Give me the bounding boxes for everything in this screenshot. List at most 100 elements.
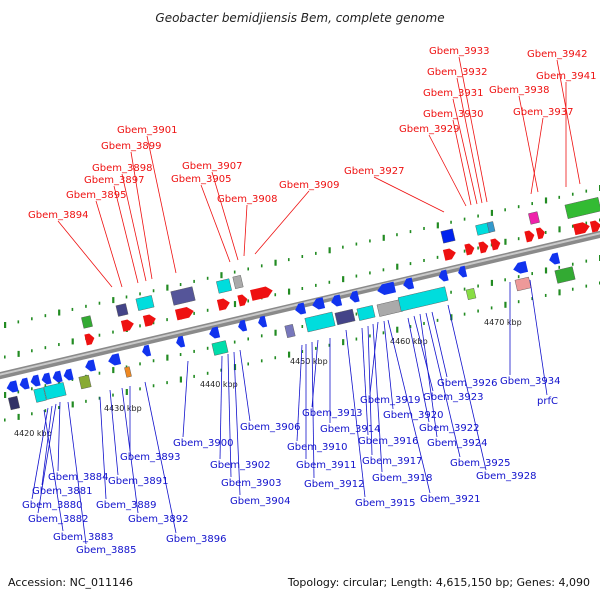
gene-label: Gbem_3880	[22, 500, 82, 511]
gene-arrow-reverse	[312, 297, 326, 310]
bottom-leader-line	[144, 381, 177, 534]
tick-mark	[328, 280, 331, 284]
tick-mark	[355, 337, 358, 341]
tick-mark	[112, 367, 115, 374]
tick-mark	[287, 351, 291, 358]
top-leader-line	[113, 185, 139, 284]
gene-label: Gbem_3913	[302, 408, 362, 419]
tick-mark	[436, 318, 439, 322]
bottom-leader-line	[227, 353, 232, 478]
gene-label: Gbem_3912	[304, 479, 364, 490]
tick-mark	[98, 301, 101, 305]
tick-mark	[206, 346, 209, 350]
tick-mark	[355, 274, 358, 278]
tick-mark	[504, 208, 506, 212]
kbp-tick-label: 4420 kbp	[14, 429, 52, 438]
gene-label: Gbem_3907	[182, 161, 242, 172]
gene-arrow-forward	[216, 298, 230, 311]
gene-box	[465, 287, 477, 301]
tick-mark	[233, 270, 236, 274]
gene-arrow-forward	[524, 230, 535, 243]
bottom-leader-line	[31, 407, 49, 500]
bottom-leader-line	[109, 389, 119, 476]
top-leader-line	[452, 119, 472, 206]
gene-label: Gbem_3916	[358, 436, 418, 447]
gene-label: Gbem_3920	[383, 410, 443, 421]
bottom-leader-line	[41, 405, 53, 486]
bottom-leader-line	[529, 279, 548, 396]
map-title: Geobacter bemidjiensis Bem, complete gen…	[155, 11, 444, 25]
tick-mark	[585, 189, 588, 193]
tick-mark	[233, 301, 237, 308]
tick-mark	[139, 387, 141, 391]
gene-box	[554, 266, 576, 284]
tick-mark	[571, 287, 574, 291]
tick-mark	[44, 346, 47, 350]
tick-mark	[436, 222, 439, 229]
tick-mark	[58, 343, 60, 347]
bottom-leader-line	[407, 317, 430, 423]
gene-arrow-forward	[84, 333, 95, 346]
tick-mark	[517, 205, 520, 209]
bottom-leader-line	[413, 315, 434, 392]
tick-mark	[436, 255, 439, 259]
top-leader-line	[556, 59, 581, 185]
tick-mark	[409, 230, 412, 234]
tick-mark	[260, 334, 263, 338]
gene-label: Gbem_3899	[101, 141, 161, 152]
tick-mark	[152, 384, 155, 388]
tick-mark	[139, 292, 141, 296]
tick-mark	[44, 409, 47, 413]
tick-mark	[544, 197, 548, 204]
tick-mark	[585, 221, 588, 225]
tick-mark	[585, 284, 588, 288]
tick-mark	[71, 338, 74, 345]
gene-arrow-reverse	[349, 290, 360, 303]
tick-mark	[247, 299, 250, 303]
kbp-tick-label: 4460 kbp	[390, 337, 428, 346]
gene-label: Gbem_3929	[399, 124, 459, 135]
tick-mark	[17, 390, 20, 394]
tick-mark	[58, 309, 61, 316]
tick-mark	[571, 224, 574, 228]
tick-mark	[477, 246, 479, 250]
tick-mark	[139, 362, 141, 366]
gene-arrow-forward	[589, 220, 600, 233]
tick-mark	[315, 251, 317, 255]
tick-mark	[342, 339, 345, 346]
tick-mark	[274, 329, 277, 336]
gene-label: Gbem_3924	[427, 438, 487, 449]
tick-mark	[423, 258, 425, 262]
gene-label: Gbem_3896	[166, 534, 226, 545]
tick-mark	[152, 359, 155, 363]
gene-arrow-forward	[535, 227, 545, 240]
tick-mark	[382, 268, 385, 272]
tick-mark	[477, 284, 479, 288]
gene-arrow-reverse	[377, 281, 397, 296]
tick-mark	[477, 309, 479, 313]
tick-mark	[504, 301, 507, 308]
tick-mark	[342, 245, 344, 249]
tick-mark	[355, 242, 358, 246]
gene-label: Gbem_3889	[96, 500, 156, 511]
bottom-leader-line	[387, 319, 431, 494]
bottom-leader-line	[369, 321, 379, 395]
top-leader-line	[146, 135, 177, 274]
gene-box	[440, 228, 456, 244]
gene-box	[284, 324, 296, 338]
tick-mark	[396, 263, 399, 270]
tick-mark	[220, 368, 222, 372]
gene-box	[211, 340, 229, 356]
gene-box	[124, 366, 132, 378]
tick-mark	[125, 388, 128, 395]
tick-mark	[477, 214, 479, 218]
top-leader-line	[456, 77, 483, 204]
bottom-leader-line	[345, 329, 366, 498]
tick-mark	[31, 412, 33, 416]
gene-label: Gbem_3937	[513, 107, 573, 118]
gene-label: Gbem_3921	[420, 494, 480, 505]
gene-label: prfC	[537, 396, 558, 407]
tick-mark	[315, 283, 317, 287]
